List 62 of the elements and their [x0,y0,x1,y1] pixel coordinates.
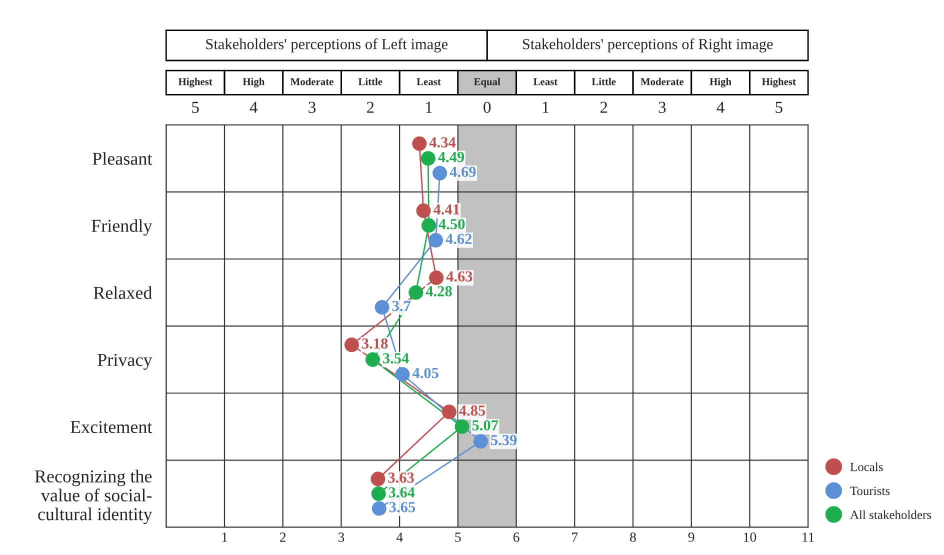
data-label: 4.28 [426,286,452,296]
data-label: 3.63 [388,472,414,483]
text: 4 [716,102,724,113]
data-label: 4.50 [438,218,465,230]
x-tick-label: 5 [455,532,461,542]
text: 3 [658,102,666,113]
data-label: 5.07 [472,420,498,431]
x-tick-label: 1 [222,532,228,542]
y-tick-label: Relaxed [94,286,152,299]
text: Moderate [290,78,334,86]
text: Stakeholders' perceptions of Right image [522,38,773,52]
legend-label: All stakeholders [850,510,932,520]
x-tick-label: 4 [396,532,403,542]
y-tick-label: Privacy [98,354,152,370]
data-label: 4.62 [446,234,472,244]
text: High [710,78,732,88]
x-tick-label: 8 [630,532,636,542]
text: 0 [484,102,491,113]
data-label: 3.7 [392,300,411,312]
x-tick-label: 6 [513,532,520,542]
x-tick-label: 10 [744,532,756,542]
text: 5 [776,102,782,113]
text: Equal [474,78,500,88]
y-tick-label: Recognizing the value of social- cultural identity [34,470,152,524]
text: Highest [178,78,212,88]
data-label: 4.49 [438,152,464,162]
x-tick-label: 9 [688,532,694,542]
text: Highest [762,78,796,88]
text: 3 [308,102,316,113]
x-tick-label: 11 [802,532,814,542]
text: 2 [600,102,608,113]
text: Least [416,78,441,86]
text: Stakeholders' perceptions of Left image [206,38,448,52]
data-label: 4.69 [450,166,476,178]
text: 4 [250,102,258,113]
x-tick-label: 2 [280,532,286,542]
data-label: 3.18 [362,338,388,349]
text: Least [533,78,558,86]
y-tick-label: Pleasant [92,152,152,165]
text: Little [358,78,382,86]
text: 1 [542,102,549,113]
data-label: 5.39 [491,434,517,446]
y-tick-label: Excitement [70,420,152,434]
data-label: 3.54 [383,353,409,364]
legend-label: Locals [850,462,883,472]
x-tick-label: 3 [338,532,344,542]
data-label: 4.05 [412,368,438,378]
text: Moderate [640,78,684,86]
legend-label: Tourists [850,486,890,496]
text: 2 [366,102,374,113]
x-tick-label: 7 [572,532,578,542]
data-label: 3.65 [389,502,416,512]
data-label: 4.63 [446,271,472,282]
y-tick-label: Friendly [92,219,152,236]
data-label: 4.41 [433,204,460,215]
data-label: 4.34 [429,137,456,148]
text: 1 [426,102,432,113]
data-label: 3.64 [388,487,415,498]
text: High [242,78,265,88]
data-label: 4.85 [459,405,486,416]
text: 5 [192,102,199,113]
text: Little [592,78,616,86]
